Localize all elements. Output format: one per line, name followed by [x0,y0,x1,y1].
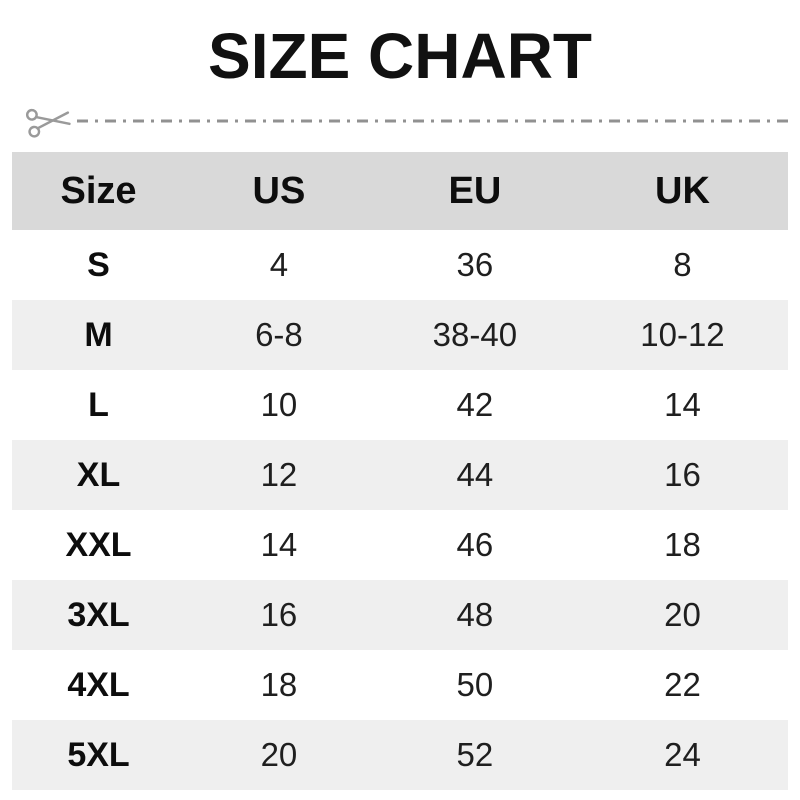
cell-us: 18 [260,666,298,703]
cell-size: XXL [65,525,132,564]
table-row-5xl: 5XL 20 52 24 [12,720,788,790]
cell-eu: 38-40 [432,316,518,353]
cell-size: 5XL [67,735,130,774]
table-row-m: M 6-8 38-40 10-12 [12,300,788,370]
header-size: Size [12,152,186,230]
cell-us: 4 [269,246,289,283]
cell-eu: 36 [456,246,494,283]
cell-size: L [88,385,109,424]
cell-uk: 16 [664,456,701,493]
cell-eu: 48 [456,596,494,633]
cell-size: 3XL [67,595,130,634]
cell-eu: 50 [456,666,494,703]
cell-eu: 46 [456,526,494,563]
cell-uk: 18 [664,526,701,563]
cell-size: S [87,245,110,284]
cell-uk: 8 [673,246,692,283]
cell-uk: 14 [664,386,701,423]
dashed-cut-line [77,119,788,123]
table-row-3xl: 3XL 16 48 20 [12,580,788,650]
scissors-icon [25,108,71,138]
table-row-l: L 10 42 14 [12,370,788,440]
table-header-row: Size US EU UK [12,152,788,230]
header-eu: EU [372,152,577,230]
cell-eu: 42 [456,386,494,423]
cell-uk: 22 [664,666,701,703]
cell-uk: 20 [664,596,701,633]
cell-uk: 10-12 [640,316,725,353]
table-row-xxl: XXL 14 46 18 [12,510,788,580]
cell-uk: 24 [664,736,701,773]
cell-size: 4XL [67,665,130,704]
cell-us: 6-8 [255,316,303,353]
cell-us: 12 [260,456,298,493]
size-chart-table: Size US EU UK S 4 36 8 M 6-8 38-40 10-12… [12,152,788,790]
cell-size: M [84,315,113,354]
cut-line [25,103,788,139]
size-chart-page: SIZE CHART Size US EU UK S 4 [0,24,800,800]
cell-us: 10 [260,386,298,423]
table-row-4xl: 4XL 18 50 22 [12,650,788,720]
header-us: US [185,152,373,230]
cell-us: 16 [260,596,298,633]
cell-eu: 52 [456,736,494,773]
table-row-s: S 4 36 8 [12,230,788,300]
cell-us: 20 [260,736,298,773]
cell-eu: 44 [456,456,494,493]
cell-us: 14 [260,526,298,563]
header-uk: UK [576,152,788,230]
cell-size: XL [76,455,121,494]
table-row-xl: XL 12 44 16 [12,440,788,510]
page-title: SIZE CHART [208,20,592,92]
